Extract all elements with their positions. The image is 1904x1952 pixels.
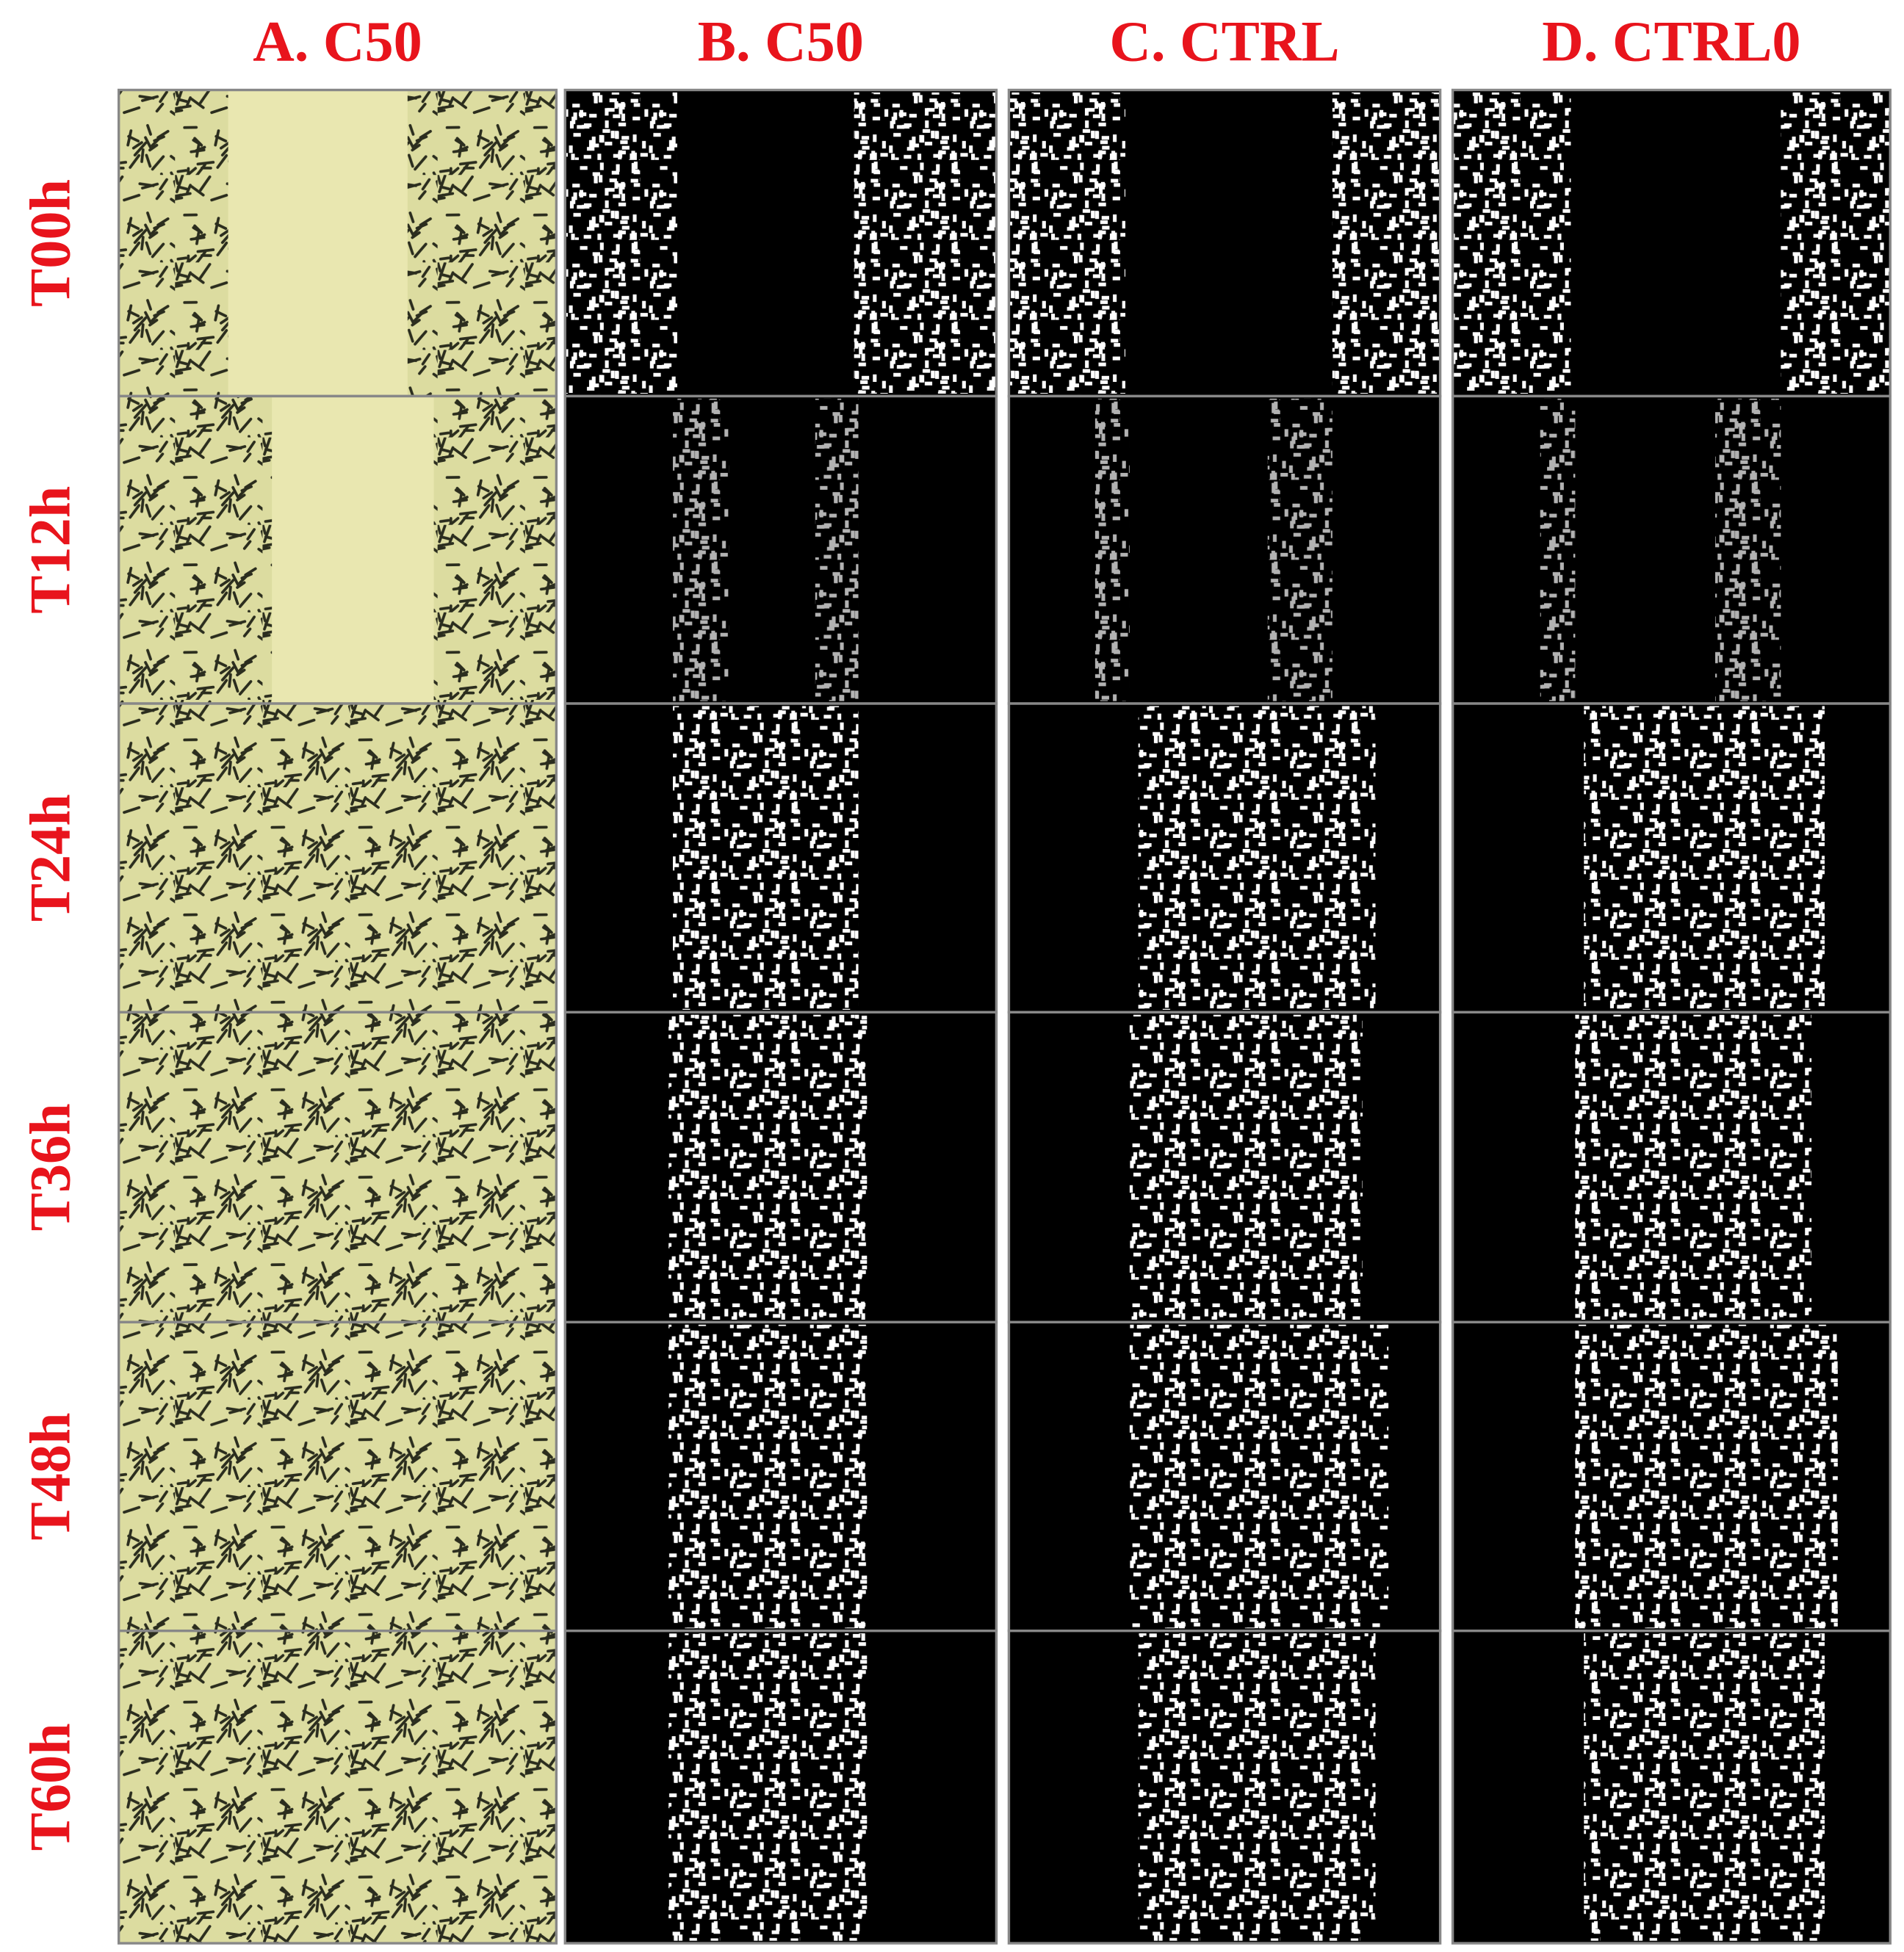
column-header: D. CTRL0	[1542, 10, 1800, 73]
cell-mask	[1575, 1324, 1838, 1629]
cell-mask	[565, 92, 677, 394]
cell-mask	[1452, 92, 1571, 394]
cell-mask	[1009, 92, 1125, 394]
row-label: T12h	[18, 486, 82, 614]
image-panel	[563, 1011, 998, 1324]
cell-mask	[1715, 398, 1781, 701]
image-panel	[1007, 88, 1442, 398]
image-panel	[1007, 394, 1442, 705]
image-panel	[1007, 1320, 1442, 1633]
cell-mask	[668, 1324, 868, 1629]
cell-mask	[854, 92, 997, 394]
cell-mask	[668, 1014, 868, 1320]
cell-mask	[1138, 706, 1376, 1010]
cell-mask	[1575, 1014, 1812, 1320]
micrograph-cells	[118, 1012, 557, 1323]
column-header: C. CTRL	[1109, 10, 1339, 73]
cell-mask	[1584, 706, 1825, 1010]
image-panel	[1007, 1011, 1442, 1324]
image-panel	[117, 88, 558, 398]
row-label: T60h	[18, 1723, 82, 1851]
binary-bg	[1452, 396, 1891, 704]
image-panel	[1007, 1629, 1442, 1945]
panel-border	[1451, 1629, 1892, 1945]
cell-mask	[673, 398, 729, 701]
binary-bg	[1009, 396, 1440, 704]
row-label: T36h	[18, 1103, 82, 1231]
image-panel	[563, 702, 998, 1014]
micrograph-cells	[118, 704, 557, 1013]
image-panel	[117, 1320, 558, 1633]
cell-mask	[1781, 92, 1891, 394]
image-panel	[563, 394, 998, 705]
row-label: T24h	[18, 794, 82, 922]
panel-border	[117, 1629, 558, 1945]
cell-mask	[1138, 1633, 1376, 1941]
column-header: B. C50	[698, 10, 864, 73]
image-panel	[563, 1320, 998, 1633]
micrograph-cells	[118, 1630, 557, 1944]
image-panel	[1451, 88, 1892, 398]
column-header: A. C50	[253, 10, 422, 73]
image-panel	[1451, 1320, 1892, 1633]
panel-border	[1007, 1629, 1442, 1945]
image-panel	[1451, 702, 1892, 1014]
wound-gap	[228, 90, 408, 397]
image-panel	[563, 1629, 998, 1945]
cell-mask	[673, 706, 859, 1010]
image-panel	[117, 702, 558, 1014]
image-panel	[1451, 1629, 1892, 1945]
image-panel	[1451, 1011, 1892, 1324]
cell-mask	[1540, 398, 1576, 701]
binary-bg	[565, 396, 997, 704]
cell-mask	[1267, 398, 1333, 701]
image-panel	[117, 1011, 558, 1324]
cell-mask	[1584, 1633, 1825, 1941]
wound-gap	[272, 396, 434, 704]
cell-mask	[1332, 92, 1440, 394]
cell-mask	[668, 1633, 868, 1941]
row-label: T48h	[18, 1413, 82, 1541]
cell-mask	[815, 398, 859, 701]
image-panel	[117, 1629, 558, 1945]
cell-mask	[1095, 398, 1130, 701]
cell-mask	[1129, 1014, 1363, 1320]
image-panel	[117, 394, 558, 705]
panel-border	[563, 1629, 998, 1945]
micrograph-cells	[118, 1322, 557, 1631]
image-panel	[563, 88, 998, 398]
row-label: T00h	[18, 179, 82, 307]
image-panel	[1451, 394, 1892, 705]
cell-mask	[1129, 1324, 1389, 1629]
image-panel	[1007, 702, 1442, 1014]
